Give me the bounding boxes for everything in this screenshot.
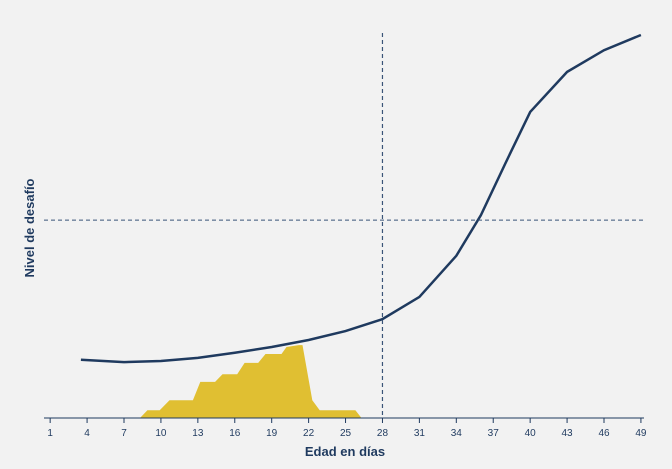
x-tick-label: 13 bbox=[192, 428, 204, 439]
x-tick-label: 4 bbox=[84, 428, 90, 439]
x-tick-label: 7 bbox=[121, 428, 127, 439]
x-tick-label: 43 bbox=[562, 428, 574, 439]
x-tick-label: 25 bbox=[340, 428, 352, 439]
x-tick-label: 19 bbox=[266, 428, 278, 439]
x-tick-label: 22 bbox=[303, 428, 315, 439]
x-tick-label: 1 bbox=[47, 428, 53, 439]
x-tick-label: 37 bbox=[488, 428, 500, 439]
x-tick-label: 46 bbox=[598, 428, 610, 439]
x-tick-label: 16 bbox=[229, 428, 241, 439]
x-tick-label: 49 bbox=[635, 428, 647, 439]
x-tick-label: 28 bbox=[377, 428, 389, 439]
x-tick-label: 10 bbox=[155, 428, 167, 439]
area bbox=[140, 345, 362, 418]
x-tick-label: 34 bbox=[451, 428, 463, 439]
x-tick-label: 40 bbox=[525, 428, 537, 439]
x-axis-label: Edad en días bbox=[305, 444, 385, 459]
line bbox=[80, 33, 642, 364]
x-tick-label: 31 bbox=[414, 428, 426, 439]
y-axis-label: Nivel de desafío bbox=[22, 178, 37, 277]
